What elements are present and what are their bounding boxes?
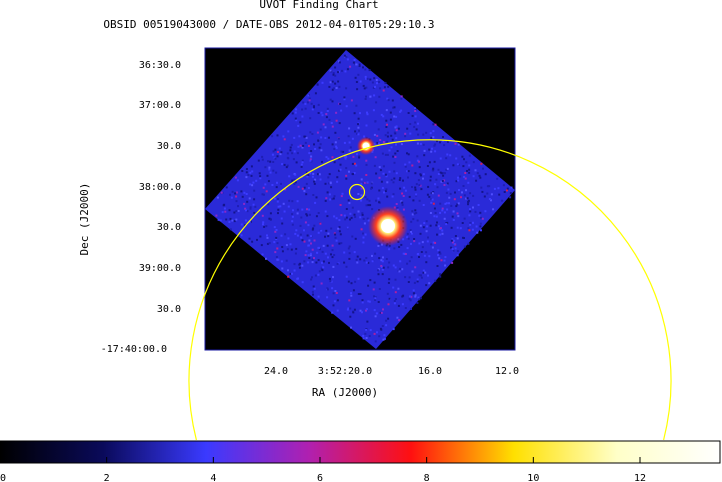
x-tick-label: 12.0 <box>495 366 519 377</box>
image-panel <box>204 47 516 351</box>
colorbar-tick-label: 8 <box>424 473 430 482</box>
y-tick-label: 30.0 <box>157 304 181 315</box>
colorbar-tick-label: 6 <box>317 473 323 482</box>
y-tick-label: 36:30.0 <box>139 60 181 71</box>
error-circle <box>348 183 366 201</box>
colorbar-tick-label: 0 <box>0 473 6 482</box>
x-tick-label: 3:52:20.0 <box>318 366 372 377</box>
colorbar-tick-label: 4 <box>210 473 216 482</box>
x-axis-label: RA (J2000) <box>312 386 378 399</box>
y-axis: 36:30.0 37:00.0 30.0 38:00.0 30.0 39:00.… <box>78 60 181 355</box>
x-tick-label: 16.0 <box>418 366 442 377</box>
source-region-circle <box>188 139 672 441</box>
image-frame <box>204 47 516 351</box>
x-tick-label: 24.0 <box>264 366 288 377</box>
y-tick-label: -17:40:00.0 <box>101 344 167 355</box>
y-tick-label: 38:00.0 <box>139 182 181 193</box>
colorbar-gradient <box>0 440 721 464</box>
colorbar: 0 2 4 6 8 10 12 <box>0 440 721 482</box>
pixel-noise <box>215 54 513 343</box>
y-tick-label: 37:00.0 <box>139 100 181 111</box>
y-axis-label: Dec (J2000) <box>78 183 91 256</box>
chart-title: UVOT Finding Chart <box>259 0 378 11</box>
y-tick-label: 30.0 <box>157 222 181 233</box>
x-axis: 24.0 3:52:20.0 16.0 12.0 RA (J2000) <box>264 366 519 399</box>
colorbar-tick-label: 12 <box>634 473 646 482</box>
y-tick-label: 30.0 <box>157 141 181 152</box>
colorbar-ticks: 0 2 4 6 8 10 12 <box>0 457 646 482</box>
colorbar-tick-label: 2 <box>104 473 110 482</box>
y-tick-label: 39:00.0 <box>139 263 181 274</box>
bright-source-main-core <box>381 219 395 233</box>
colorbar-tick-label: 10 <box>527 473 539 482</box>
chart-subtitle: OBSID 00519043000 / DATE-OBS 2012-04-01T… <box>103 18 434 31</box>
